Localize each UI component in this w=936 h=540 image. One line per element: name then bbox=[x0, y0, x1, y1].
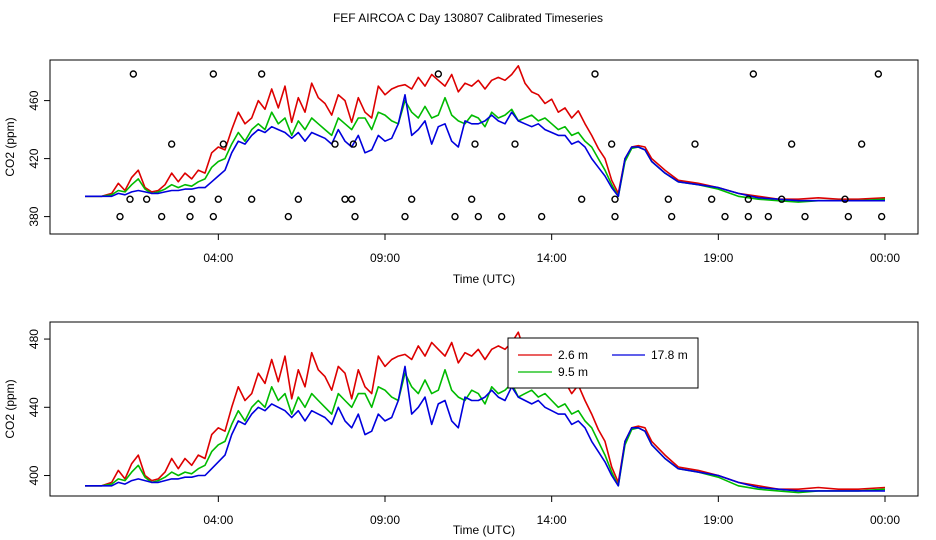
calibration-point bbox=[247, 195, 256, 203]
calibration-point bbox=[787, 140, 796, 148]
calibration-point bbox=[744, 212, 753, 221]
calibration-point bbox=[577, 195, 586, 203]
x-tick-label: 04:00 bbox=[203, 513, 233, 527]
calibration-point bbox=[764, 212, 773, 221]
calibration-point bbox=[877, 212, 886, 221]
calibration-point bbox=[474, 212, 483, 221]
y-tick-label: 480 bbox=[27, 329, 41, 349]
calibration-point bbox=[749, 70, 758, 78]
calibration-point bbox=[451, 212, 459, 221]
top-panel-ylabel: CO2 (ppm) bbox=[3, 117, 17, 176]
calibration-point bbox=[707, 195, 716, 203]
calibration-point bbox=[257, 70, 266, 78]
x-tick-label: 19:00 bbox=[703, 513, 733, 527]
calibration-point bbox=[341, 195, 349, 203]
top-panel-xlabel: Time (UTC) bbox=[453, 272, 515, 286]
bottom-panel: 04:00 09:00 14:00 19:00 00:00 400 440 480 2.6 m… bbox=[3, 321, 919, 537]
top-panel-series bbox=[85, 65, 886, 203]
y-tick-label: 440 bbox=[27, 397, 41, 417]
bottom-panel-ylabel: CO2 (ppm) bbox=[3, 379, 17, 438]
y-tick-label: 420 bbox=[27, 148, 41, 168]
calibration-point bbox=[744, 195, 753, 203]
calibration-point bbox=[407, 195, 416, 203]
calibration-point bbox=[607, 140, 616, 148]
series-line-17-8-m bbox=[85, 94, 885, 202]
calibration-point bbox=[777, 195, 786, 203]
calibration-point bbox=[349, 140, 358, 148]
legend-box bbox=[507, 337, 699, 389]
calibration-point bbox=[844, 212, 853, 221]
calibration-point bbox=[537, 212, 546, 221]
calibration-point bbox=[857, 140, 866, 148]
y-tick-label: 380 bbox=[27, 206, 41, 226]
calibration-point bbox=[874, 70, 883, 78]
bottom-panel-frame bbox=[49, 321, 919, 497]
calibration-point bbox=[434, 70, 443, 78]
series-line-9-5-m bbox=[85, 368, 886, 494]
calibration-point bbox=[841, 195, 849, 203]
series-line-17-8-m bbox=[85, 365, 885, 492]
series-line-9-5-m bbox=[85, 96, 886, 203]
top-panel-scatter bbox=[116, 70, 886, 221]
calibration-point bbox=[497, 212, 506, 221]
calibration-point bbox=[142, 195, 151, 203]
calibration-point bbox=[187, 195, 196, 203]
x-tick-label: 09:00 bbox=[370, 251, 400, 265]
calibration-point bbox=[167, 140, 176, 148]
x-tick-label: 04:00 bbox=[203, 251, 233, 265]
legend-label-2-6: 2.6 m bbox=[558, 348, 588, 362]
calibration-point bbox=[351, 212, 359, 221]
calibration-point bbox=[116, 212, 124, 221]
calibration-point bbox=[347, 195, 356, 203]
calibration-point bbox=[209, 70, 218, 78]
bottom-panel-series bbox=[85, 331, 886, 494]
calibration-point bbox=[219, 140, 228, 148]
x-tick-label: 09:00 bbox=[370, 513, 400, 527]
chart-legend: 2.6 m 17.8 m 9.5 m bbox=[507, 337, 699, 389]
calibration-point bbox=[467, 195, 476, 203]
bottom-panel-xlabel: Time (UTC) bbox=[453, 523, 515, 537]
calibration-point bbox=[691, 140, 699, 148]
top-panel-frame bbox=[49, 59, 919, 235]
calibration-point bbox=[294, 195, 303, 203]
top-panel: 04:00 09:00 14:00 19:00 00:00 380 420 460 Time … bbox=[3, 59, 919, 286]
calibration-point bbox=[186, 212, 194, 221]
calibration-point bbox=[129, 70, 138, 78]
calibration-point bbox=[331, 140, 339, 148]
calibration-point bbox=[801, 212, 809, 221]
x-tick-label: 00:00 bbox=[870, 251, 900, 265]
top-panel-ticks: 04:00 09:00 14:00 19:00 00:00 380 420 460 bbox=[27, 90, 900, 265]
calibration-point bbox=[126, 195, 134, 203]
x-tick-label: 19:00 bbox=[703, 251, 733, 265]
y-tick-label: 460 bbox=[27, 90, 41, 110]
chart-title: FEF AIRCOA C Day 130807 Calibrated Times… bbox=[333, 11, 603, 25]
calibration-point bbox=[611, 195, 619, 203]
calibration-point bbox=[157, 212, 166, 221]
calibration-point bbox=[667, 212, 676, 221]
calibration-point bbox=[214, 195, 223, 203]
bottom-panel-ticks: 04:00 09:00 14:00 19:00 00:00 400 440 480 bbox=[27, 329, 900, 527]
calibration-point bbox=[471, 140, 479, 148]
legend-label-9-5: 9.5 m bbox=[558, 365, 588, 379]
y-tick-label: 400 bbox=[27, 465, 41, 485]
calibration-point bbox=[664, 195, 673, 203]
x-tick-label: 14:00 bbox=[537, 251, 567, 265]
calibration-point bbox=[611, 212, 619, 221]
legend-label-17-8: 17.8 m bbox=[651, 348, 688, 362]
calibration-point bbox=[591, 70, 599, 78]
x-tick-label: 14:00 bbox=[537, 513, 567, 527]
x-tick-label: 00:00 bbox=[870, 513, 900, 527]
calibration-point bbox=[401, 212, 409, 221]
calibration-point bbox=[511, 140, 519, 148]
calibration-point bbox=[721, 212, 729, 221]
calibration-point bbox=[209, 212, 218, 221]
calibration-point bbox=[284, 212, 293, 221]
